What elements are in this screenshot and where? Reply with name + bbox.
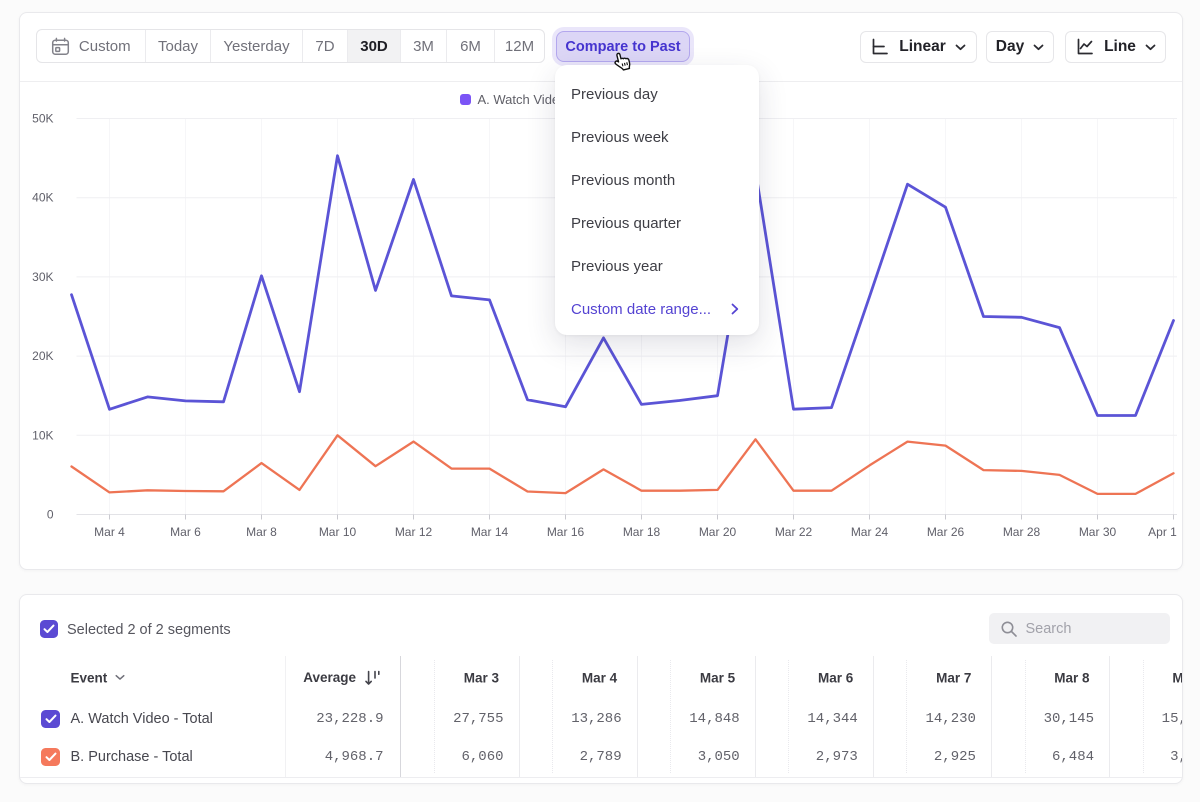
svg-text:Mar 26: Mar 26 [926, 525, 964, 539]
svg-text:Mar 6: Mar 6 [170, 525, 201, 539]
svg-text:Mar 24: Mar 24 [850, 525, 888, 539]
svg-text:0: 0 [46, 508, 53, 522]
svg-text:Mar 4: Mar 4 [94, 525, 125, 539]
svg-text:40K: 40K [32, 191, 53, 205]
svg-text:50K: 50K [32, 112, 53, 126]
svg-text:Mar 16: Mar 16 [546, 525, 584, 539]
svg-text:30K: 30K [32, 270, 53, 284]
svg-text:Mar 12: Mar 12 [394, 525, 432, 539]
svg-text:Mar 14: Mar 14 [470, 525, 508, 539]
svg-text:Mar 28: Mar 28 [1002, 525, 1040, 539]
svg-text:Mar 20: Mar 20 [698, 525, 736, 539]
svg-text:Mar 22: Mar 22 [774, 525, 812, 539]
svg-text:Mar 30: Mar 30 [1078, 525, 1116, 539]
svg-text:Mar 10: Mar 10 [318, 525, 356, 539]
svg-text:Mar 8: Mar 8 [246, 525, 277, 539]
svg-text:20K: 20K [32, 349, 53, 363]
svg-text:Mar 18: Mar 18 [622, 525, 660, 539]
svg-text:10K: 10K [32, 428, 53, 442]
svg-text:Apr 1: Apr 1 [1148, 525, 1177, 539]
